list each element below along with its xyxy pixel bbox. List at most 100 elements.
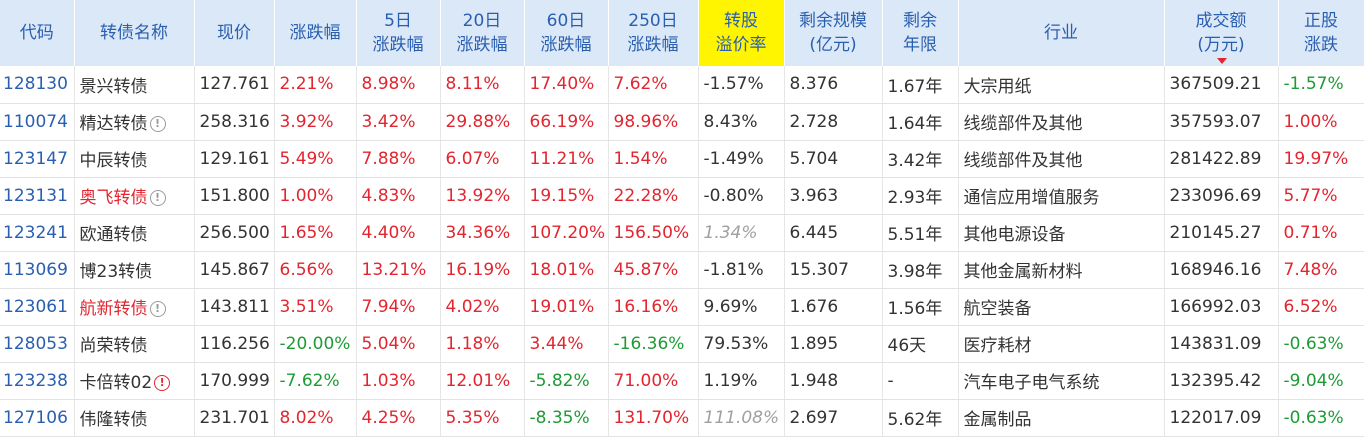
cell-d60: 19.01% — [524, 288, 609, 326]
info-icon[interactable]: ! — [149, 116, 166, 132]
table-body: 128130 景兴转债 127.761 2.21% 8.98% 8.11% 17.40% 7.… — [0, 66, 1364, 437]
header-col-remaining-size[interactable]: 剩余规模 (亿元) — [784, 0, 883, 66]
cell-d5: 4.25% — [356, 399, 441, 437]
header-label: 转债名称 — [100, 23, 168, 43]
cell-industry-value: 其他电源设备 — [963, 225, 1066, 245]
cell-d5-value: 5.04% — [361, 333, 416, 354]
cell-name[interactable]: 奥飞转债! — [74, 177, 195, 215]
table-row[interactable]: 123241 欧通转债 256.500 1.65% 4.40% 34.36% 107.20%… — [0, 214, 1364, 252]
table-row[interactable]: 128053 尚荣转债 116.256 -20.00% 5.04% 1.18% 3.44% -… — [0, 325, 1364, 363]
cell-years-value: 1.67年 — [887, 76, 943, 97]
cell-size: 6.445 — [784, 214, 883, 252]
table-row[interactable]: 127106 伟隆转债 231.701 8.02% 4.25% 5.35% -8.35% 13… — [0, 399, 1364, 437]
header-col-industry[interactable]: 行业 — [958, 0, 1165, 66]
cell-premium: -1.49% — [698, 140, 785, 178]
header-col-stock-change[interactable]: 正股 涨跌 — [1278, 0, 1364, 66]
header-col-code[interactable]: 代码 — [0, 0, 75, 66]
header-col-remaining-years[interactable]: 剩余 年限 — [882, 0, 959, 66]
info-icon[interactable]: ! — [149, 301, 166, 317]
cell-d20-value: 12.01% — [445, 370, 511, 391]
cell-code[interactable]: 123241 — [0, 214, 75, 252]
cell-d5: 1.03% — [356, 362, 441, 400]
cell-price: 116.256 — [194, 325, 275, 363]
cell-size-value: 1.948 — [789, 370, 839, 391]
cell-code-value: 123147 — [3, 148, 68, 169]
info-icon[interactable]: ! — [149, 190, 166, 206]
cell-premium: 9.69% — [698, 288, 785, 326]
cell-d5: 7.94% — [356, 288, 441, 326]
header-col-250d-change[interactable]: 250日 涨跌幅 — [608, 0, 699, 66]
header-col-20d-change[interactable]: 20日 涨跌幅 — [440, 0, 525, 66]
cell-name[interactable]: 尚荣转债 — [74, 325, 195, 363]
header-label: 行业 — [1044, 23, 1078, 43]
cell-name[interactable]: 欧通转债 — [74, 214, 195, 252]
cell-name[interactable]: 中辰转债 — [74, 140, 195, 178]
cell-price: 258.316 — [194, 103, 275, 141]
cell-code[interactable]: 113069 — [0, 251, 75, 289]
cell-premium-value: 111.08% — [703, 407, 780, 428]
cell-name[interactable]: 精达转债! — [74, 103, 195, 141]
table-row[interactable]: 123147 中辰转债 129.161 5.49% 7.88% 6.07% 11.21% 1.… — [0, 140, 1364, 178]
cell-stock-value: 19.97% — [1283, 148, 1349, 169]
cell-name[interactable]: 博23转债 — [74, 251, 195, 289]
cell-amount-value: 132395.42 — [1169, 370, 1262, 391]
cell-name[interactable]: 景兴转债 — [74, 66, 195, 104]
cell-name[interactable]: 卡倍转02! — [74, 362, 195, 400]
cell-chg-value: -20.00% — [279, 333, 351, 354]
header-col-name[interactable]: 转债名称 — [74, 0, 195, 66]
cell-stock: 6.52% — [1278, 288, 1364, 326]
cell-name[interactable]: 伟隆转债 — [74, 399, 195, 437]
cell-d20-value: 29.88% — [445, 111, 511, 132]
cell-price-value: 231.701 — [199, 407, 270, 428]
cell-name[interactable]: 航新转债! — [74, 288, 195, 326]
cell-d5-value: 4.25% — [361, 407, 416, 428]
cell-chg-value: 5.49% — [279, 148, 334, 169]
table-row[interactable]: 123131 奥飞转债! 151.800 1.00% 4.83% 13.92% 19.15%… — [0, 177, 1364, 215]
cell-d5-value: 7.88% — [361, 148, 416, 169]
cell-d20: 6.07% — [440, 140, 525, 178]
cell-size: 15.307 — [784, 251, 883, 289]
header-col-60d-change[interactable]: 60日 涨跌幅 — [524, 0, 609, 66]
cell-d250-value: 156.50% — [613, 222, 690, 243]
cell-amount: 166992.03 — [1164, 288, 1279, 326]
cell-size: 1.895 — [784, 325, 883, 363]
table-row[interactable]: 113069 博23转债 145.867 6.56% 13.21% 16.19% 18.01… — [0, 251, 1364, 289]
cell-years-value: 3.42年 — [887, 151, 943, 171]
cell-premium-value: 79.53% — [703, 333, 769, 354]
header-col-amount[interactable]: 成交额 (万元) — [1164, 0, 1279, 66]
header-col-premium[interactable]: 转股 溢价率 — [698, 0, 785, 66]
cell-d250-value: 131.70% — [613, 407, 690, 428]
cell-size: 1.948 — [784, 362, 883, 400]
cell-code[interactable]: 127106 — [0, 399, 75, 437]
cell-amount-value: 357593.07 — [1169, 111, 1262, 132]
info-icon[interactable]: ! — [154, 375, 171, 391]
cell-industry-value: 大宗用纸 — [963, 76, 1032, 97]
cell-premium: -1.57% — [698, 66, 785, 104]
cell-code[interactable]: 110074 — [0, 103, 75, 141]
header-label: (亿元) — [809, 35, 857, 55]
table-row[interactable]: 123061 航新转债! 143.811 3.51% 7.94% 4.02% 19.01% 1… — [0, 288, 1364, 326]
cell-chg: 1.00% — [274, 177, 357, 215]
header-label: 涨跌幅 — [456, 35, 508, 55]
cell-d5: 4.40% — [356, 214, 441, 252]
header-col-price[interactable]: 现价 — [194, 0, 275, 66]
cell-amount: 367509.21 — [1164, 66, 1279, 104]
cell-code[interactable]: 123147 — [0, 140, 75, 178]
cell-premium-value: 9.69% — [703, 296, 758, 317]
cell-code[interactable]: 128053 — [0, 325, 75, 363]
cell-code[interactable]: 123238 — [0, 362, 75, 400]
cell-price-value: 170.999 — [199, 370, 270, 391]
table-row[interactable]: 128130 景兴转债 127.761 2.21% 8.98% 8.11% 17.40% 7.… — [0, 66, 1364, 104]
header-label: 60日 — [546, 11, 586, 31]
cell-code[interactable]: 123131 — [0, 177, 75, 215]
cell-premium-value: -1.81% — [703, 259, 764, 280]
header-col-change[interactable]: 涨跌幅 — [274, 0, 357, 66]
cell-d20: 5.35% — [440, 399, 525, 437]
cell-years-value: 1.64年 — [887, 114, 943, 134]
cell-size: 5.704 — [784, 140, 883, 178]
cell-code[interactable]: 123061 — [0, 288, 75, 326]
header-col-5d-change[interactable]: 5日 涨跌幅 — [356, 0, 441, 66]
table-row[interactable]: 123238 卡倍转02! 170.999 -7.62% 1.03% 12.01% -5.8… — [0, 362, 1364, 400]
table-row[interactable]: 110074 精达转债! 258.316 3.92% 3.42% 29.88% 66.19%… — [0, 103, 1364, 141]
cell-code[interactable]: 128130 — [0, 66, 75, 104]
